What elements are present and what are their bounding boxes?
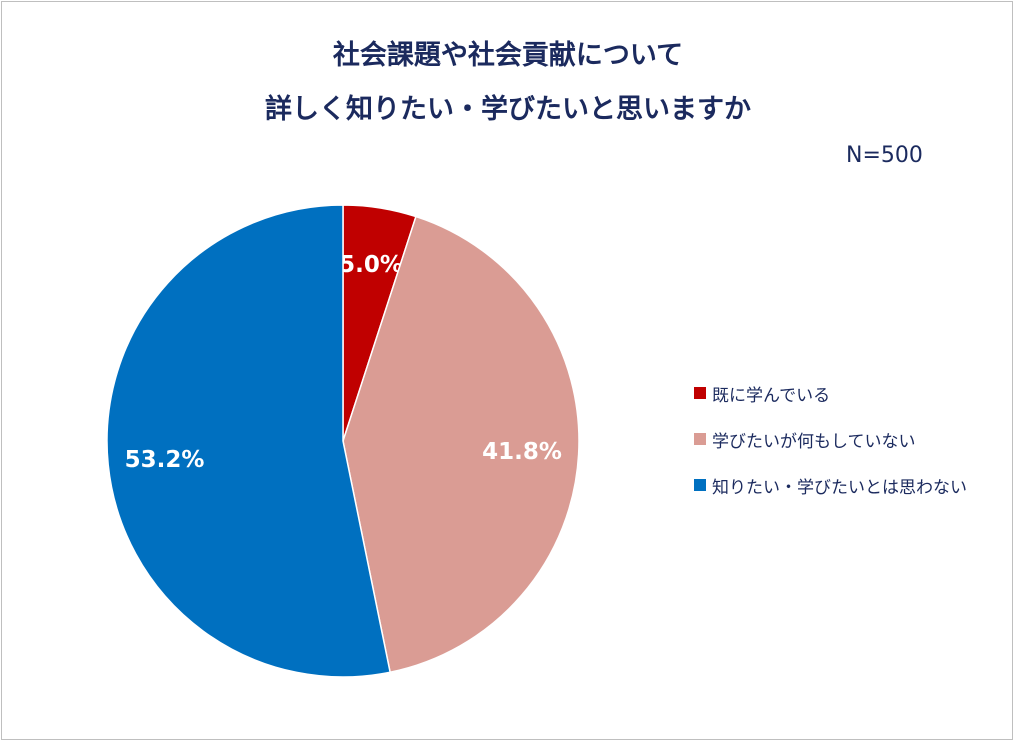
legend-swatch xyxy=(694,479,706,491)
legend-item: 既に学んでいる xyxy=(694,380,967,406)
legend-swatch xyxy=(694,387,706,399)
data-label: 53.2% xyxy=(125,447,205,473)
pie-slice xyxy=(342,215,580,674)
legend: 既に学んでいる 学びたいが何もしていない 知りたい・学びたいとは思わない xyxy=(694,380,967,518)
legend-item: 知りたい・学びたいとは思わない xyxy=(694,472,967,498)
chart-title-line-1: 社会課題や社会貢献について xyxy=(332,40,684,71)
pie-slice xyxy=(106,204,392,678)
legend-swatch xyxy=(694,433,706,445)
chart-title-line-2: 詳しく知りたい・学びたいと思いますか xyxy=(265,94,751,125)
legend-label: 知りたい・学びたいとは思わない xyxy=(712,477,967,498)
legend-label: 既に学んでいる xyxy=(712,385,831,406)
data-label: 5.0% xyxy=(339,252,403,278)
legend-label: 学びたいが何もしていない xyxy=(712,431,916,452)
data-label: 41.8% xyxy=(482,439,562,465)
legend-item: 学びたいが何もしていない xyxy=(694,426,967,452)
sample-size: N=500 xyxy=(846,143,923,168)
